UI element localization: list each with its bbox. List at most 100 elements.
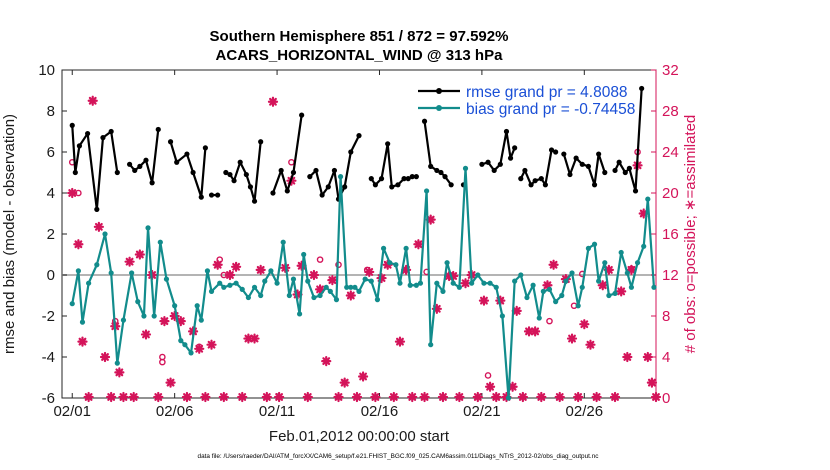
bias-point xyxy=(333,297,340,303)
rmse-point xyxy=(532,178,538,184)
obs-assimilated-marker xyxy=(351,391,363,403)
obs-possible-marker xyxy=(484,372,492,379)
left-y-tick-label: 8 xyxy=(47,103,55,120)
obs-assimilated-marker xyxy=(224,269,236,281)
rmse-point xyxy=(512,145,518,151)
rmse-point xyxy=(385,141,391,147)
bias-point xyxy=(397,280,403,286)
bias-point xyxy=(499,313,505,319)
obs-assimilated-marker xyxy=(249,333,260,344)
rmse-point xyxy=(372,182,378,188)
rmse-point xyxy=(421,118,428,124)
bias-point xyxy=(374,297,381,303)
obs-assimilated-marker xyxy=(140,329,152,340)
obs-assimilated-marker xyxy=(83,391,94,403)
bias-point xyxy=(434,280,440,286)
obs-assimilated-marker xyxy=(118,391,129,403)
rmse-point xyxy=(626,165,632,171)
obs-assimilated-marker xyxy=(231,261,242,272)
right-y-tick-label: 20 xyxy=(662,185,679,202)
obs-assimilated-marker xyxy=(622,351,633,363)
bias-point xyxy=(428,342,434,348)
obs-assimilated-marker xyxy=(388,391,399,403)
rmse-line xyxy=(519,148,557,186)
bias-point xyxy=(440,288,446,294)
bias-point xyxy=(641,243,647,249)
bias-point xyxy=(387,260,393,266)
obs-assimilated-marker xyxy=(327,275,338,286)
bias-point xyxy=(286,292,292,299)
right-y-tick-label: 8 xyxy=(662,308,670,325)
obs-assimilated-marker xyxy=(321,356,332,367)
rmse-point xyxy=(223,169,229,176)
rmse-point xyxy=(579,161,585,167)
x-axis-label: Feb.01,2012 00:00:00 start xyxy=(269,428,450,445)
rmse-point xyxy=(85,130,91,137)
obs-assimilated-marker xyxy=(255,264,266,275)
bias-point xyxy=(198,317,204,323)
obs-assimilated-marker xyxy=(530,326,541,337)
data-file-footnote: data file: /Users/raeder/DAI/ATM_forcXX/… xyxy=(198,453,600,460)
obs-assimilated-marker xyxy=(472,391,483,403)
obs-assimilated-marker xyxy=(124,256,135,267)
obs-assimilated-marker xyxy=(650,391,662,403)
rmse-point xyxy=(585,163,592,169)
rmse-point xyxy=(299,112,305,118)
obs-assimilated-marker xyxy=(206,339,217,350)
obs-possible-marker xyxy=(75,189,82,197)
rmse-point xyxy=(612,167,618,174)
bias-point xyxy=(524,294,530,301)
rmse-point xyxy=(542,182,548,188)
legend-bias-label: bias grand pr = -0.74458 xyxy=(466,101,635,118)
obs-assimilated-marker xyxy=(478,295,490,306)
obs-possible-marker xyxy=(220,271,228,279)
obs-assimilated-marker xyxy=(87,95,98,106)
obs-assimilated-marker xyxy=(165,377,176,388)
obs-assimilated-marker xyxy=(437,391,449,403)
chart-title: Southern Hemisphere 851 / 872 = 97.592% xyxy=(210,28,509,45)
bias-point xyxy=(505,395,512,401)
right-y-tick-label: 16 xyxy=(662,226,679,243)
bias-point xyxy=(311,294,317,301)
bias-point xyxy=(356,288,362,294)
rmse-point xyxy=(126,161,133,167)
rmse-point xyxy=(497,161,503,167)
bias-point xyxy=(602,260,608,266)
right-y-tick-label: 28 xyxy=(662,103,679,120)
bias-point xyxy=(188,350,194,356)
rmse-line xyxy=(562,152,606,186)
bias-point xyxy=(129,270,135,276)
bias-point xyxy=(151,313,157,319)
obs-possible-marker xyxy=(316,256,324,263)
x-tick-label: 02/06 xyxy=(156,403,194,420)
rmse-point xyxy=(72,169,78,176)
rmse-point xyxy=(284,188,290,194)
rmse-point xyxy=(378,176,385,182)
rmse-point xyxy=(632,188,639,194)
left-y-tick-label: 10 xyxy=(38,62,55,79)
obs-possible-marker xyxy=(216,256,224,263)
obs-assimilated-marker xyxy=(413,239,424,250)
obs-possible-marker xyxy=(546,317,553,325)
obs-assimilated-marker xyxy=(454,391,465,403)
bias-point xyxy=(559,292,565,299)
obs-assimilated-marker xyxy=(339,377,350,388)
obs-assimilated-marker xyxy=(407,391,418,403)
bias-point xyxy=(612,290,618,297)
bias-point xyxy=(493,284,499,290)
chart-subtitle: ACARS_HORIZONTAL_WIND @ 313 hPa xyxy=(216,47,504,64)
rmse-point xyxy=(573,155,579,161)
obs-assimilated-marker xyxy=(218,391,229,403)
rmse-point xyxy=(348,149,354,155)
bias-point xyxy=(258,292,264,299)
obs-assimilated-marker xyxy=(243,333,254,344)
bias-point xyxy=(651,284,657,290)
rmse-point xyxy=(448,182,454,188)
obs-assimilated-marker xyxy=(267,96,279,107)
bias-point xyxy=(634,260,641,266)
obs-assimilated-marker xyxy=(181,391,193,403)
left-y-tick-label: 6 xyxy=(47,144,55,161)
obs-assimilated-marker xyxy=(642,351,653,363)
right-y-tick-label: 0 xyxy=(662,390,670,407)
rmse-point xyxy=(319,192,325,198)
